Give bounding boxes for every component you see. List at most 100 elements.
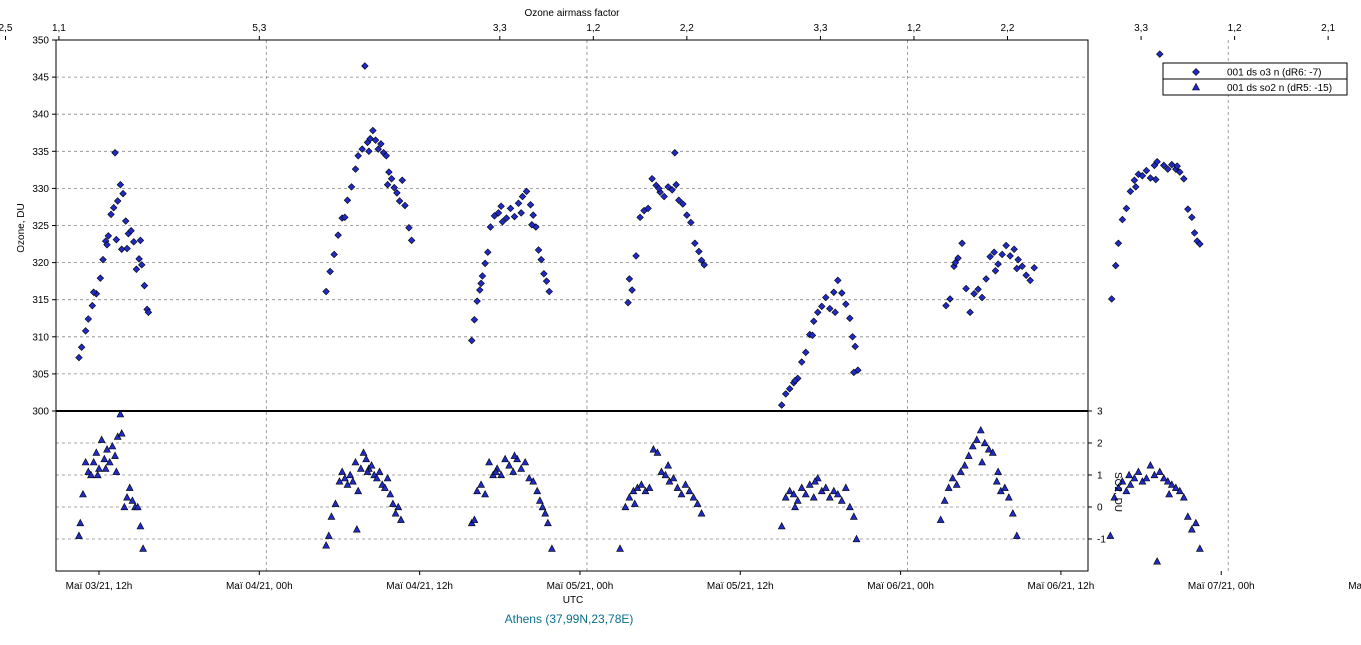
y-tick-so2: 2 [1097, 439, 1103, 450]
ozone-point [144, 308, 153, 317]
ozone-point [624, 298, 632, 307]
ozone-point [473, 297, 481, 305]
ozone-point [518, 192, 527, 201]
airmass-tick-label: 1,2 [586, 23, 600, 34]
so2-point [785, 486, 794, 495]
so2-point [517, 464, 526, 472]
ozone-point [1018, 262, 1026, 271]
ozone-point [481, 259, 489, 268]
ozone-point [88, 301, 97, 310]
so2-point [976, 425, 985, 434]
ozone-point [951, 258, 960, 267]
ozone-point [322, 287, 330, 296]
ozone-point [697, 256, 706, 265]
so2-point [781, 493, 790, 501]
so2-point [1142, 473, 1151, 482]
ozone-point [781, 390, 790, 398]
ozone-point [366, 134, 374, 143]
so2-point [625, 493, 634, 501]
y-tick-so2: 1 [1097, 471, 1103, 482]
airmass-tick-label: 2,2 [680, 23, 694, 34]
so2-point [397, 515, 405, 523]
ozone-point [846, 314, 854, 322]
ozone-point [486, 223, 495, 231]
y-tick-ozone: 305 [32, 369, 49, 380]
ozone-point [341, 213, 349, 222]
so2-point [1134, 467, 1143, 475]
so2-point [677, 489, 686, 498]
ozone-point [84, 315, 93, 323]
so2-series [75, 409, 1204, 565]
ozone-point [851, 342, 859, 351]
so2-point [952, 480, 961, 488]
so2-point [120, 502, 129, 511]
ozone-point [390, 183, 398, 192]
ozone-point [354, 152, 362, 160]
so2-point [940, 496, 949, 504]
ozone-point [672, 180, 680, 189]
so2-point [960, 461, 969, 469]
ozone-point [326, 267, 334, 276]
ozone-point [130, 238, 138, 246]
so2-point [386, 489, 395, 498]
ozone-point [393, 189, 401, 197]
ozone-point [132, 265, 141, 274]
ozone-point [802, 348, 810, 357]
so2-point [1175, 486, 1184, 495]
so2-point [372, 473, 381, 482]
airmass-tick-label: 2,5 [0, 23, 13, 34]
so2-point [105, 457, 114, 466]
so2-point [79, 489, 87, 498]
so2-point [616, 544, 624, 552]
ozone-point [798, 358, 806, 366]
ozone-point [982, 275, 990, 283]
y-tick-ozone: 310 [32, 332, 49, 343]
so2-point [791, 502, 799, 511]
ozone-point [1156, 50, 1164, 58]
so2-point [481, 489, 490, 498]
ozone-point [477, 279, 485, 288]
so2-point [354, 486, 363, 495]
so2-point [994, 467, 1003, 475]
so2-point [809, 493, 818, 501]
ozone-point [545, 287, 553, 296]
ozone-point [1188, 213, 1196, 222]
station-label: Athens (37,99N,23,78E) [505, 612, 634, 626]
airmass-tick-label: 2,2 [1001, 23, 1015, 34]
so2-point [111, 451, 119, 459]
ozone-point [116, 180, 125, 189]
so2-point [697, 509, 706, 517]
so2-point [797, 483, 806, 491]
ozone-point [407, 236, 416, 245]
ozone-point [1030, 264, 1038, 272]
airmass-tick-label: 3,3 [813, 23, 827, 34]
ozone-point [365, 147, 373, 156]
ozone-point [334, 231, 342, 239]
ozone-point [127, 226, 135, 235]
ozone-point [1013, 264, 1021, 273]
so2-point [505, 461, 514, 469]
so2-point [837, 496, 846, 504]
ozone-point [502, 214, 511, 222]
ozone-point [395, 197, 404, 205]
so2-point [327, 512, 336, 520]
ozone-point [942, 301, 950, 310]
ozone-point [1107, 295, 1116, 303]
ozone-point [1146, 174, 1155, 182]
ozone-point [810, 317, 818, 325]
ozone-point [135, 255, 143, 263]
ozone-point [1114, 239, 1123, 248]
ozone-point [494, 209, 503, 217]
so2-point [101, 464, 110, 472]
ozone-point [534, 246, 543, 254]
ozone-point [497, 202, 505, 210]
airmass-tick-label: 1,1 [52, 23, 66, 34]
so2-point [829, 486, 838, 495]
so2-point [87, 470, 95, 479]
so2-point [693, 499, 702, 507]
ozone-point [991, 267, 1000, 275]
ozone-point [826, 304, 834, 313]
so2-point [653, 448, 662, 456]
ozone-point [371, 136, 380, 144]
